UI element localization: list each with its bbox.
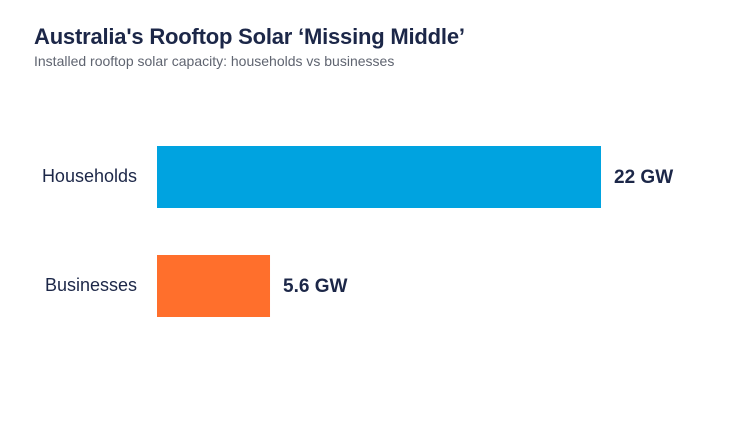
bar-businesses <box>157 255 271 317</box>
category-label-households: Households <box>42 166 137 186</box>
value-label-households: 22 GW <box>614 167 673 188</box>
value-label-businesses: 5.6 GW <box>283 276 347 297</box>
bar-households <box>157 146 601 208</box>
chart-subtitle: Installed rooftop solar capacity: househ… <box>34 53 395 69</box>
chart-title: Australia's Rooftop Solar ‘Missing Middl… <box>34 24 465 49</box>
category-label-businesses: Businesses <box>45 275 137 295</box>
